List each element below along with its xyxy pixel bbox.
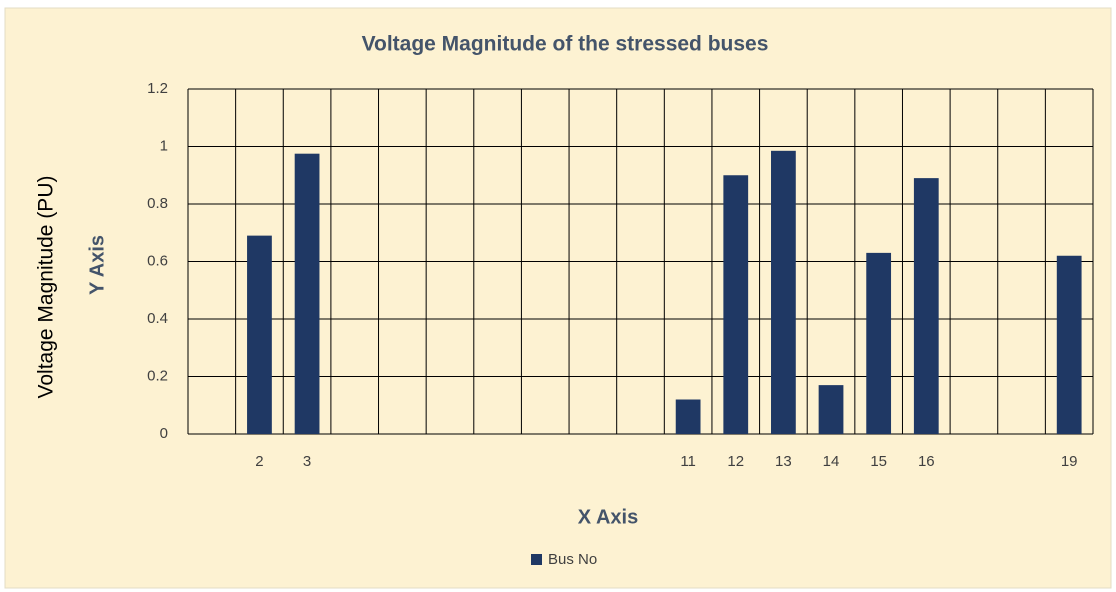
chart-background [4,7,1112,589]
x-tick-label: 11 [680,453,696,470]
bar [247,235,272,434]
bar [1056,255,1082,434]
bar [294,153,320,434]
y-axis-label: Y Axis [86,235,108,295]
chart-title: Voltage Magnitude of the stressed buses [362,33,769,56]
legend-swatch [531,554,542,565]
bar [723,175,749,434]
x-tick-label: 13 [775,453,792,470]
x-tick-label: 2 [255,453,263,470]
y-tick-label: 1.2 [147,80,168,97]
y-tick-label: 0 [160,425,168,442]
y-tick-label: 0.2 [147,367,168,384]
x-tick-label: 19 [1061,453,1078,470]
y-axis-label: Voltage Magnitude (PU) [35,176,58,399]
y-tick-label: 0.4 [147,310,168,327]
x-tick-label: 3 [303,453,311,470]
bar [818,385,844,434]
x-tick-label: 15 [870,453,887,470]
legend-label: Bus No [548,551,597,568]
x-axis-label: X Axis [578,506,638,528]
bar [675,399,701,434]
bar [913,178,939,434]
x-tick-label: 16 [918,453,935,470]
y-tick-label: 0.6 [147,252,168,269]
y-tick-label: 0.8 [147,195,168,212]
bar [866,252,892,434]
x-tick-label: 12 [727,453,744,470]
x-tick-label: 14 [823,453,840,470]
y-tick-label: 1 [160,137,168,154]
bar [771,150,796,434]
